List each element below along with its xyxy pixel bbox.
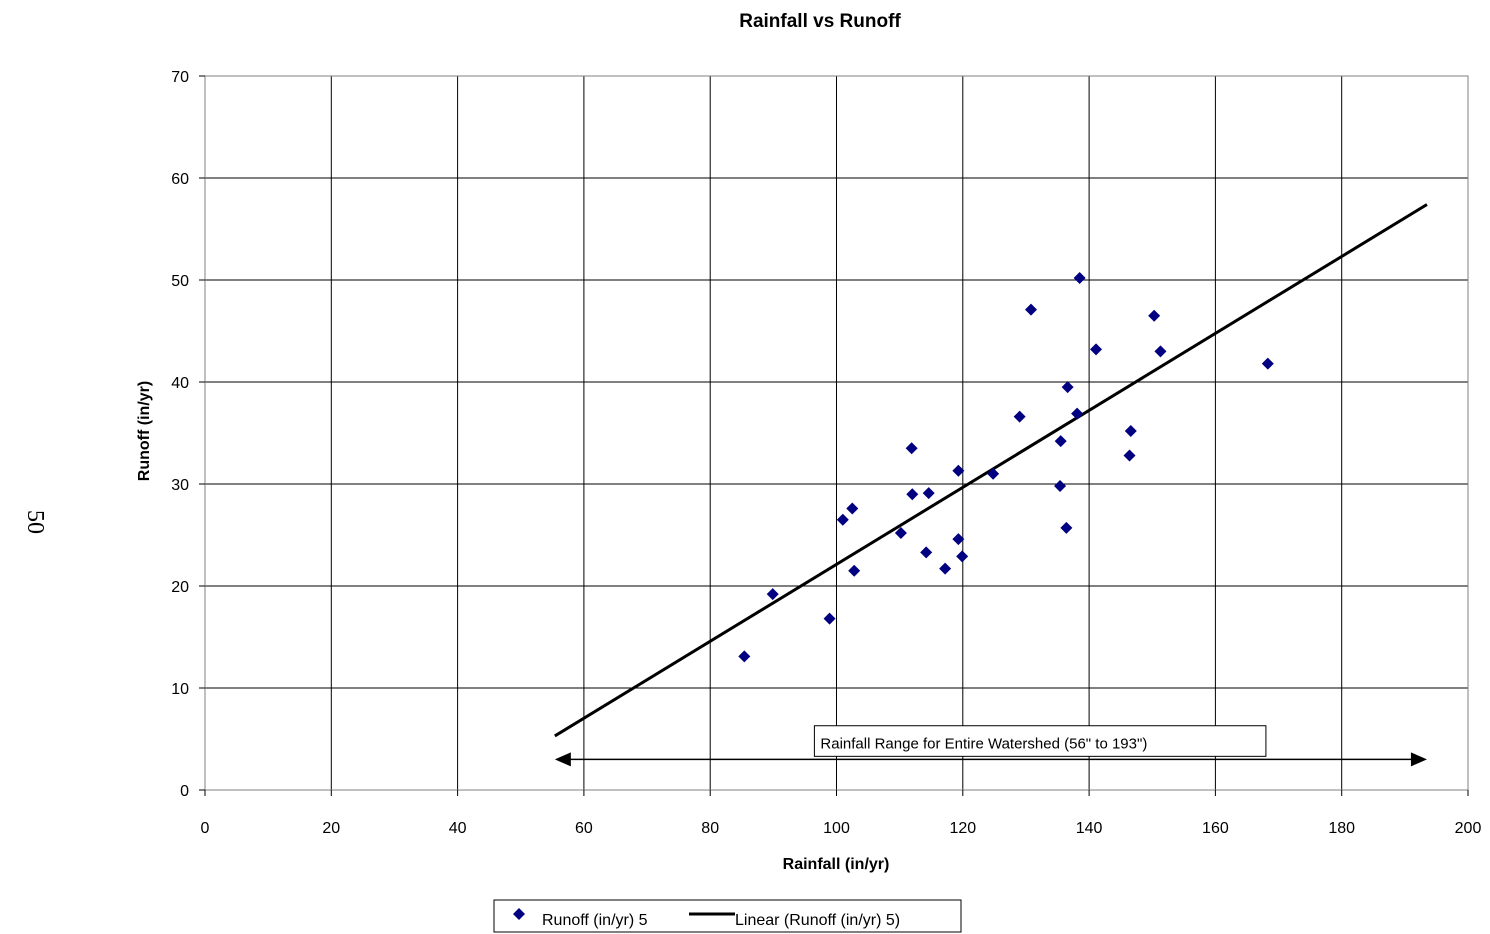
data-point <box>738 650 751 663</box>
x-axis: 0 20 40 60 80 100 120 140 160 180 200 <box>201 790 1482 837</box>
data-point <box>1154 345 1167 358</box>
scatter-series <box>738 271 1274 663</box>
data-point <box>1054 435 1067 448</box>
page-number: 50 <box>22 510 48 534</box>
x-tick-label: 0 <box>201 820 210 837</box>
gridlines <box>205 76 1468 790</box>
y-axis-title: Runoff (in/yr) <box>136 381 153 481</box>
data-point <box>905 442 918 455</box>
data-point <box>906 488 919 501</box>
y-axis: 0 10 20 30 40 50 60 70 <box>171 69 205 800</box>
data-point <box>766 588 779 601</box>
y-tick-label: 30 <box>171 477 189 494</box>
data-point <box>1090 343 1103 356</box>
data-point <box>836 513 849 526</box>
data-point <box>1025 303 1038 316</box>
y-tick-label: 60 <box>171 171 189 188</box>
x-tick-label: 200 <box>1455 820 1482 837</box>
x-tick-label: 60 <box>575 820 593 837</box>
x-tick-label: 120 <box>949 820 976 837</box>
x-tick-label: 100 <box>823 820 850 837</box>
range-arrow-right-head <box>1410 752 1427 767</box>
y-tick-label: 70 <box>171 69 189 86</box>
x-tick-label: 140 <box>1076 820 1103 837</box>
legend-box <box>493 899 962 933</box>
annotation-label: Rainfall Range for Entire Watershed (56"… <box>820 735 1147 752</box>
y-tick-label: 50 <box>171 273 189 290</box>
data-point <box>1061 381 1074 394</box>
x-tick-label: 180 <box>1328 820 1355 837</box>
data-point <box>823 612 836 625</box>
data-point <box>956 550 969 563</box>
data-point <box>939 562 952 575</box>
data-point <box>894 526 907 539</box>
chart-title: Rainfall vs Runoff <box>739 11 901 32</box>
legend: Runoff (in/yr) 5 Linear (Runoff (in/yr) … <box>493 899 962 933</box>
legend-diamond-marker <box>513 908 525 920</box>
x-tick-label: 20 <box>322 820 340 837</box>
data-point <box>987 467 1000 480</box>
x-tick-label: 80 <box>701 820 719 837</box>
range-arrow-left-head <box>554 752 571 767</box>
data-point <box>848 564 861 577</box>
legend-label-trendline: Linear (Runoff (in/yr) 5) <box>735 912 900 929</box>
y-tick-label: 10 <box>171 681 189 698</box>
data-point <box>952 464 965 477</box>
data-point <box>1124 424 1137 437</box>
data-point <box>952 533 965 546</box>
range-annotation: Rainfall Range for Entire Watershed (56"… <box>554 725 1427 767</box>
data-point <box>1148 309 1161 322</box>
data-point <box>1073 271 1086 284</box>
data-point <box>1054 480 1067 493</box>
y-tick-label: 20 <box>171 579 189 596</box>
legend-label-series: Runoff (in/yr) 5 <box>542 912 648 929</box>
y-tick-label: 40 <box>171 375 189 392</box>
data-point <box>1261 357 1274 370</box>
annotation-label-box <box>813 725 1267 757</box>
x-axis-title: Rainfall (in/yr) <box>783 856 890 873</box>
y-tick-label: 0 <box>180 783 189 800</box>
data-point <box>1071 407 1084 420</box>
x-tick-label: 160 <box>1202 820 1229 837</box>
x-tick-label: 40 <box>449 820 467 837</box>
data-point <box>1013 410 1026 423</box>
data-point <box>920 546 933 559</box>
data-point <box>846 502 859 515</box>
data-point <box>922 487 935 500</box>
plot-area <box>204 75 1469 791</box>
data-point <box>1123 449 1136 462</box>
data-point <box>1060 521 1073 534</box>
